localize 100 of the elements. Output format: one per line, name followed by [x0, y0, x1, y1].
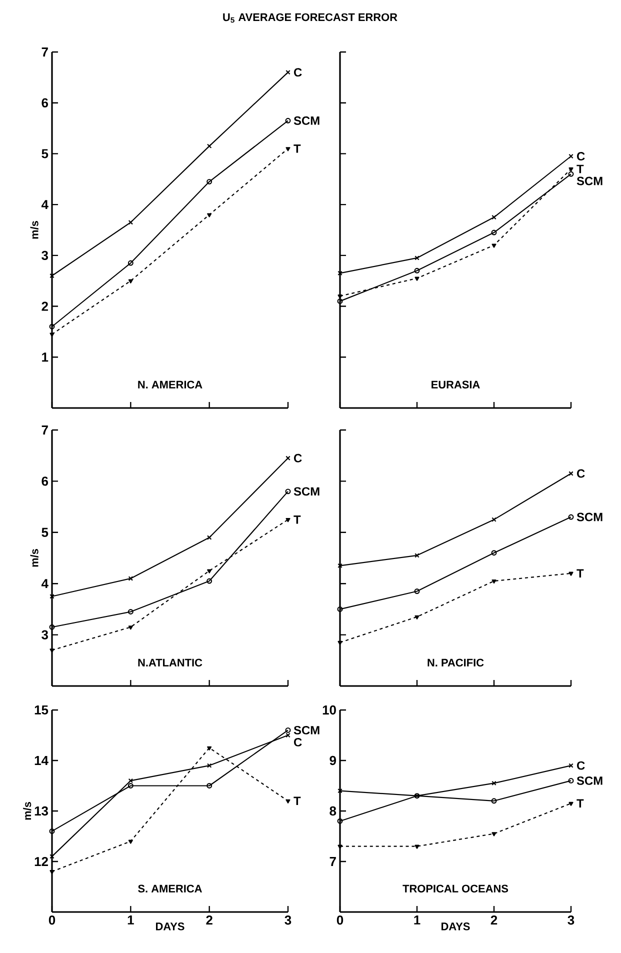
point	[491, 550, 497, 556]
y-tick-label: 5	[42, 149, 48, 158]
point	[50, 332, 54, 337]
x-tick-label: 1	[128, 916, 134, 924]
y-tick-label: 5	[42, 528, 48, 537]
series-label: T	[294, 515, 301, 524]
series-label: SCM	[576, 512, 602, 522]
point	[414, 844, 420, 849]
point	[338, 294, 342, 299]
y-tick-label: 8	[330, 806, 336, 816]
point	[207, 569, 212, 574]
point	[414, 268, 420, 274]
x-tick-label: 0	[48, 916, 56, 925]
text: N.ATLANTIC	[138, 658, 202, 666]
point	[128, 609, 134, 614]
series-label: T	[294, 796, 301, 806]
point	[338, 844, 342, 849]
series-label: T	[576, 799, 584, 808]
x-axis-title: DAYS	[442, 922, 470, 930]
point	[206, 783, 212, 788]
text: N. PACIFIC	[428, 658, 484, 666]
point	[414, 588, 420, 594]
series-label: SCM	[294, 487, 320, 496]
series-label: T	[576, 164, 584, 174]
y-tick-label: 7	[42, 426, 48, 434]
point	[207, 213, 212, 218]
y-tick-label: 14	[34, 756, 48, 765]
point	[414, 615, 420, 620]
series-label: C	[577, 761, 585, 770]
point	[128, 260, 134, 266]
y-tick-label: 6	[42, 98, 48, 108]
y-axis-title: m/s	[30, 549, 38, 567]
point	[492, 832, 496, 836]
y-tick-label: 4	[41, 200, 48, 210]
series-label: C	[577, 152, 585, 160]
point	[128, 626, 133, 630]
x-tick-label: 3	[568, 916, 574, 925]
point	[50, 870, 54, 874]
text: S. AMERICA	[138, 884, 202, 892]
point	[491, 230, 497, 236]
point	[207, 746, 212, 750]
series-label: C	[294, 68, 302, 77]
point	[128, 783, 134, 788]
series-label: SCM	[294, 116, 320, 125]
point	[568, 167, 574, 172]
y-tick-label: 3	[42, 250, 48, 260]
y-tick-label: 12	[34, 856, 48, 866]
y-axis-title: m/s	[30, 221, 38, 239]
y-tick-label: 2	[42, 302, 48, 311]
point	[492, 517, 496, 522]
y-tick-label: 9	[330, 756, 336, 766]
point	[128, 576, 134, 581]
x-tick-label: 3	[284, 916, 292, 925]
point	[491, 798, 497, 804]
y-axis-title: m/s	[23, 802, 32, 820]
y-tick-label: 4	[41, 579, 48, 588]
point	[206, 578, 212, 584]
y-tick-label: 13	[34, 806, 48, 816]
series-label: C	[577, 469, 585, 478]
point	[568, 572, 574, 576]
y-tick-label: 6	[42, 476, 48, 486]
x-tick-label: 0	[336, 916, 344, 925]
point	[286, 518, 290, 522]
text: EURASIA	[432, 380, 480, 388]
y-tick-label: 1	[42, 352, 48, 362]
point	[414, 276, 420, 281]
x-tick-label: 2	[206, 916, 212, 925]
series-label: SCM	[576, 776, 602, 785]
x-axis-title: DAYS	[156, 922, 184, 930]
y-tick-label: 7	[330, 857, 336, 866]
point	[414, 256, 420, 260]
point	[128, 840, 133, 844]
y-tick-label: 15	[34, 705, 48, 715]
series-label: T	[294, 144, 301, 153]
point	[286, 147, 290, 152]
series-label: C	[294, 454, 302, 462]
text: TROPICAL OCEANS	[402, 884, 508, 892]
series-label: C	[294, 738, 302, 746]
point	[128, 220, 134, 225]
x-tick-label: 1	[414, 916, 420, 924]
series-label: SCM	[294, 726, 320, 734]
y-tick-label: 7	[42, 48, 48, 56]
point	[492, 579, 496, 584]
point	[492, 244, 496, 248]
series-label: T	[576, 569, 584, 578]
y-tick-label: 3	[42, 630, 48, 640]
point	[492, 780, 496, 786]
text: U$_{5}$ AVERAGE FORECAST ERROR	[223, 13, 398, 23]
text: N. AMERICA	[138, 380, 202, 388]
series-label: SCM	[576, 176, 602, 186]
y-tick-label: 10	[322, 705, 336, 715]
x-tick-label: 2	[490, 916, 498, 925]
point	[206, 535, 212, 540]
point	[50, 648, 54, 653]
point	[128, 279, 133, 284]
point	[206, 178, 212, 184]
point	[286, 799, 290, 804]
point	[568, 802, 574, 806]
point	[206, 763, 212, 768]
point	[414, 553, 420, 558]
